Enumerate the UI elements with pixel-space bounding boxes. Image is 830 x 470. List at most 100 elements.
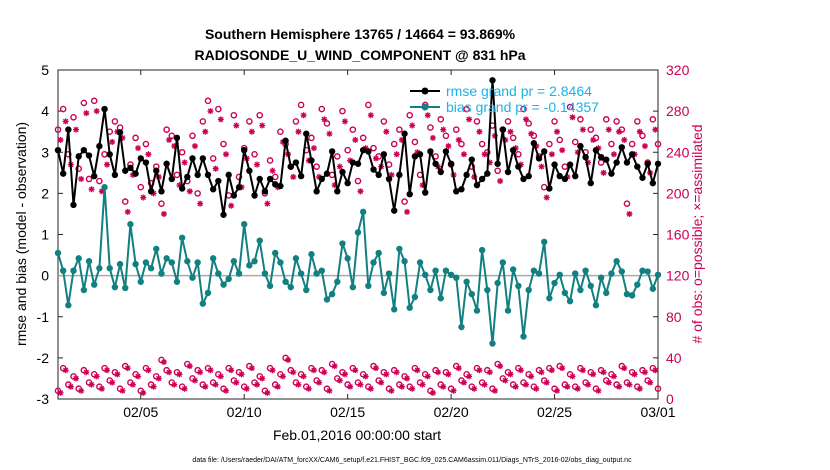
rmse-point	[603, 156, 610, 163]
rmse-point	[359, 146, 367, 154]
bias-point	[132, 260, 139, 268]
bias-point	[572, 270, 579, 277]
y-tick-label: 2	[41, 185, 49, 201]
obs-assimilated-marker	[481, 151, 488, 158]
obs-assimilated-low-marker	[528, 373, 535, 380]
bias-point	[644, 268, 651, 275]
bias-point	[396, 245, 403, 253]
x-tick-label: 02/25	[537, 404, 572, 420]
obs-possible-marker	[525, 120, 532, 127]
x-tick-label: 03/01	[640, 404, 675, 420]
bias-point	[318, 267, 325, 274]
obs-assimilated-low-marker	[295, 381, 302, 388]
bias-point	[509, 266, 517, 273]
obs-assimilated-low-marker	[176, 371, 183, 378]
rmse-point	[447, 160, 455, 167]
rmse-point	[132, 170, 139, 177]
rmse-point	[618, 144, 625, 151]
obs-assimilated-marker	[585, 159, 592, 166]
rmse-point	[209, 186, 217, 193]
rmse-point	[432, 160, 439, 167]
obs-assimilated-marker	[497, 178, 504, 185]
obs-assimilated-low-marker	[517, 367, 524, 374]
obs-possible-marker	[318, 105, 326, 113]
bias-point	[411, 293, 419, 301]
obs-possible-marker	[220, 140, 227, 148]
obs-possible-marker	[452, 126, 460, 133]
y-right-tick-label: 160	[666, 227, 690, 243]
obs-assimilated-low-marker	[352, 367, 359, 374]
obs-assimilated-low-marker	[135, 373, 142, 380]
bias-point	[458, 323, 465, 331]
obs-assimilated-marker	[476, 128, 483, 135]
obs-assimilated-low-marker	[197, 369, 204, 376]
obs-assimilated-marker	[223, 151, 229, 158]
bias-point	[178, 234, 186, 241]
bias-point	[587, 282, 594, 290]
bias-point	[541, 238, 548, 246]
obs-assimilated-low-marker	[383, 371, 390, 378]
obs-assimilated-low-marker	[202, 383, 209, 390]
obs-possible-marker	[628, 140, 636, 148]
obs-possible-marker	[344, 146, 351, 154]
obs-possible-marker	[209, 155, 217, 162]
obs-assimilated-marker	[652, 126, 659, 133]
obs-assimilated-marker	[57, 136, 64, 143]
obs-assimilated-low-marker	[414, 367, 421, 374]
obs-assimilated-low-marker	[341, 371, 348, 378]
rmse-point	[582, 153, 589, 161]
obs-assimilated-low-marker	[300, 373, 307, 380]
rmse-point	[556, 172, 563, 180]
obs-possible-marker	[121, 198, 129, 205]
obs-assimilated-marker	[486, 159, 493, 166]
obs-assimilated-marker	[424, 112, 431, 119]
obs-possible-marker	[463, 105, 470, 113]
bias-point	[96, 265, 103, 272]
obs-possible-marker	[215, 105, 222, 113]
bias-point	[401, 258, 408, 265]
obs-assimilated-low-marker	[279, 373, 286, 380]
obs-assimilated-marker	[295, 128, 302, 135]
obs-assimilated-marker	[393, 151, 400, 158]
obs-assimilated-low-marker	[548, 367, 555, 374]
obs-assimilated-marker	[559, 147, 566, 154]
rmse-point	[344, 179, 351, 187]
obs-assimilated-marker	[197, 200, 204, 207]
obs-possible-marker	[292, 118, 300, 125]
obs-assimilated-low-marker	[78, 387, 85, 394]
obs-assimilated-low-marker	[404, 375, 411, 382]
obs-assimilated-low-marker	[445, 371, 452, 378]
series-lines	[54, 77, 662, 347]
y-tick-label: 4	[41, 103, 49, 119]
obs-assimilated-marker	[124, 208, 131, 215]
obs-assimilated-marker	[466, 116, 473, 123]
bias-point	[204, 289, 212, 297]
chart-title-line2: RADIOSONDE_U_WIND_COMPONENT @ 831 hPa	[194, 47, 525, 63]
obs-assimilated-low-marker	[67, 383, 74, 390]
rmse-point	[220, 211, 227, 218]
rmse-point	[411, 153, 419, 160]
rmse-point	[277, 182, 284, 190]
obs-assimilated-marker	[207, 108, 214, 115]
rmse-point	[463, 171, 470, 179]
obs-assimilated-low-marker	[166, 369, 173, 376]
obs-assimilated-marker	[455, 136, 462, 143]
obs-assimilated-marker	[616, 128, 623, 135]
obs-assimilated-marker	[595, 145, 602, 152]
y-tick-label: -1	[37, 309, 50, 325]
rmse-point	[504, 168, 512, 176]
obs-assimilated-marker	[398, 136, 405, 143]
obs-possible-marker	[473, 118, 481, 125]
rmse-point	[256, 175, 263, 183]
obs-possible-marker	[561, 163, 569, 170]
obs-assimilated-marker	[228, 202, 235, 209]
bias-point	[142, 259, 150, 266]
bias-point	[437, 295, 444, 302]
obs-assimilated-marker	[626, 210, 633, 217]
rmse-point	[116, 129, 124, 136]
bias-point	[515, 282, 522, 290]
rmse-point	[391, 207, 398, 214]
rmse-point	[608, 170, 615, 177]
obs-assimilated-marker	[528, 130, 535, 137]
obs-assimilated-marker	[471, 173, 478, 180]
